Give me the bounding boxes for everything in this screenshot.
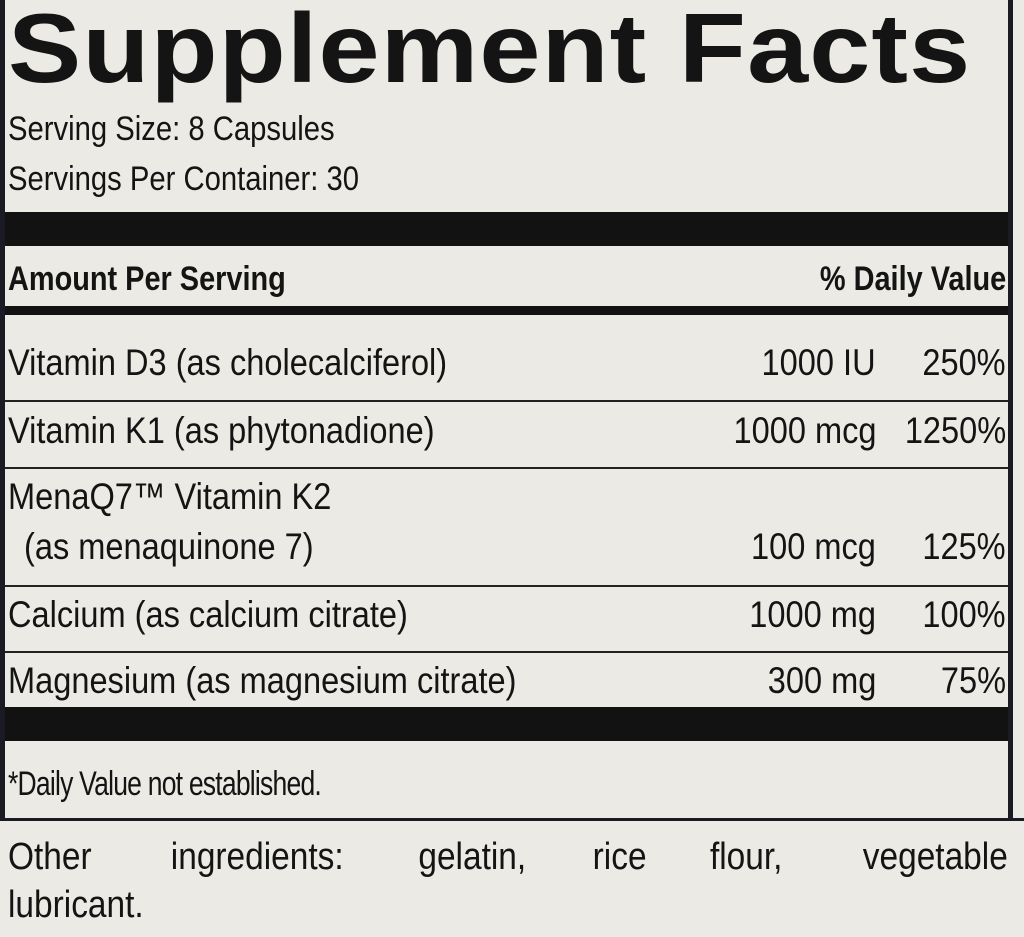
medium-divider (5, 306, 1008, 315)
nutrient-name: Vitamin K1 (as phytonadione) (8, 410, 435, 451)
thick-divider (5, 707, 1008, 741)
other-ingredients-line2: lubricant. (8, 884, 144, 926)
other-ingredients-word: vegetable (862, 836, 1008, 878)
thick-divider (5, 212, 1008, 246)
other-ingredients-line1: Other ingredients: gelatin, rice flour, … (8, 836, 1008, 879)
daily-value-header: % Daily Value (819, 260, 1006, 298)
nutrient-dv: 75% (940, 660, 1006, 701)
row-divider (5, 400, 1008, 402)
other-ingredients-word: rice (592, 836, 647, 878)
nutrient-name-detail: (as menaquinone 7) (24, 526, 314, 567)
row-divider (5, 651, 1008, 653)
nutrient-name: Magnesium (as magnesium citrate) (8, 660, 517, 701)
nutrient-dv: 125% (922, 526, 1006, 567)
nutrient-name: Calcium (as calcium citrate) (8, 594, 408, 635)
nutrient-amount: 100 mcg (751, 526, 876, 567)
other-ingredients-word: flour, (710, 836, 783, 878)
amount-per-serving-header: Amount Per Serving (8, 260, 286, 298)
nutrient-dv: 1250% (904, 410, 1006, 451)
nutrient-amount: 300 mg (767, 660, 876, 701)
nutrient-amount: 1000 mg (749, 594, 876, 635)
nutrient-dv: 100% (922, 594, 1006, 635)
serving-size: Serving Size: 8 Capsules (8, 110, 335, 148)
nutrient-amount: 1000 mcg (733, 410, 876, 451)
label-frame (0, 0, 1013, 818)
row-divider (5, 585, 1008, 587)
other-ingredients-word: ingredients: (170, 836, 344, 878)
row-divider (5, 467, 1008, 469)
other-ingredients-word: gelatin, (417, 836, 526, 878)
nutrient-name: MenaQ7™ Vitamin K2 (8, 476, 332, 517)
servings-per-container: Servings Per Container: 30 (8, 160, 360, 198)
nutrient-amount: 1000 IU (761, 342, 876, 383)
label-title: Supplement Facts (8, 0, 972, 103)
other-ingredients-word: Other (8, 836, 92, 878)
footnote: *Daily Value not established. (8, 765, 322, 803)
nutrient-name: Vitamin D3 (as cholecalciferol) (8, 342, 448, 383)
nutrient-dv: 250% (922, 342, 1006, 383)
footnote-divider (0, 818, 1024, 821)
